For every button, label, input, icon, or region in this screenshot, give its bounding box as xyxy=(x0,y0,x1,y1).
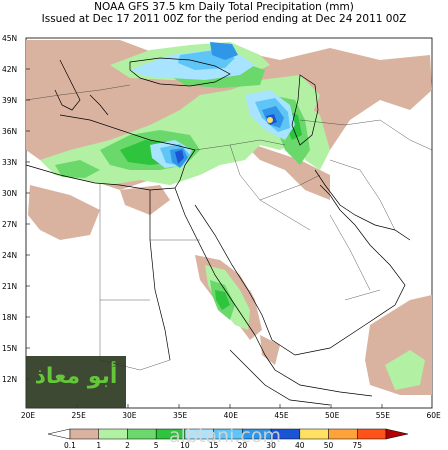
colorbar-swatch xyxy=(98,428,128,440)
colorbar-swatch xyxy=(328,428,358,440)
lat-label: 30N xyxy=(2,189,18,198)
lon-label: 20E xyxy=(20,411,36,420)
colorbar-tick-label: 2 xyxy=(125,441,130,450)
lat-label: 45N xyxy=(2,34,18,43)
map-title-line2: Issued at Dec 17 2011 00Z for the period… xyxy=(41,13,407,25)
colorbar-swatch xyxy=(357,428,387,440)
lat-label: 42N xyxy=(2,65,18,74)
precip-dark-blue xyxy=(170,42,284,168)
lon-label: 40E xyxy=(223,411,238,420)
lat-label: 21N xyxy=(2,282,18,291)
colorbar-end-left xyxy=(47,428,71,440)
watermark: albtani.com xyxy=(168,425,281,447)
colorbar-tick-label: 20 xyxy=(237,441,248,450)
colorbar-tick-label: 75 xyxy=(352,441,363,450)
colorbar-tick-label: 1 xyxy=(96,441,102,450)
map-title-line1: NOAA GFS 37.5 km Daily Total Precipitati… xyxy=(94,1,354,13)
colorbar-tick-label: 5 xyxy=(153,441,159,450)
colorbar-tick-label: 50 xyxy=(323,441,334,450)
lon-label: 55E xyxy=(375,411,391,420)
lon-label: 60E xyxy=(426,411,441,420)
lat-label: 24N xyxy=(2,251,18,260)
lat-label: 18N xyxy=(2,313,18,322)
lon-label: 50E xyxy=(325,411,340,420)
colorbar-tick-label: 0.1 xyxy=(64,441,76,450)
lat-label: 33N xyxy=(2,158,18,167)
coastlines xyxy=(25,57,411,406)
colorbar-tick-label: 15 xyxy=(208,441,219,450)
logo: أبو معاذ xyxy=(26,356,126,408)
colorbar-end-right xyxy=(385,428,409,440)
colorbar-tick-label: 30 xyxy=(266,441,276,450)
precip-core xyxy=(175,114,277,164)
colorbar-swatch xyxy=(299,428,329,440)
lat-label: 36N xyxy=(2,127,18,136)
colorbar-tick-label: 10 xyxy=(180,441,190,450)
lat-label: 15N xyxy=(2,344,18,353)
lon-label: 35E xyxy=(172,411,188,420)
colorbar-tick-label: 40 xyxy=(295,441,305,450)
colorbar-swatch xyxy=(127,428,157,440)
lat-label: 12N xyxy=(2,375,18,384)
lon-label: 45E xyxy=(274,411,289,420)
colorbar xyxy=(47,428,409,440)
colorbar-swatch xyxy=(69,428,99,440)
lat-label: 27N xyxy=(2,220,18,229)
lon-label: 30E xyxy=(122,411,137,420)
lon-label: 25E xyxy=(71,411,86,420)
logo-text: أبو معاذ xyxy=(34,364,118,389)
lat-label: 39N xyxy=(2,96,18,105)
country-borders xyxy=(25,84,433,371)
